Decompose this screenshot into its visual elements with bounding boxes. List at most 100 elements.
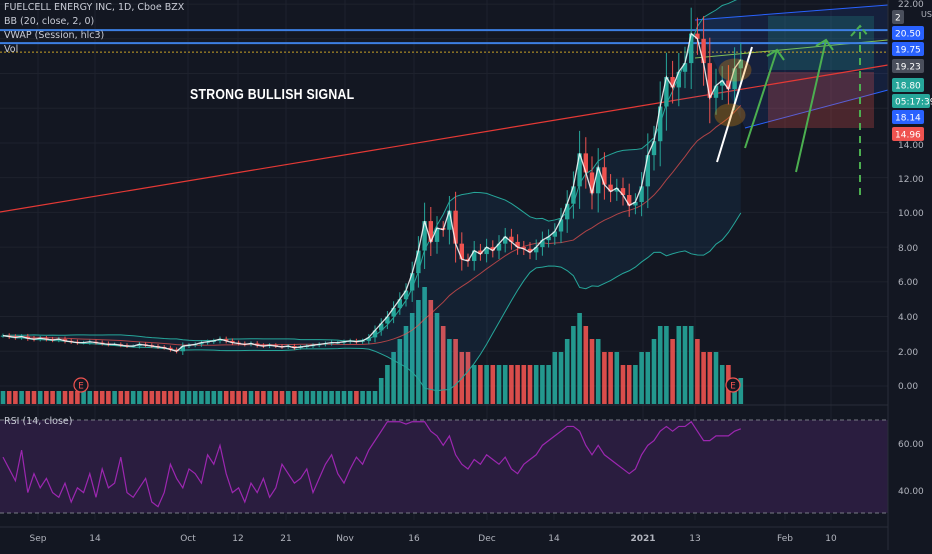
volume-bar	[614, 352, 620, 404]
volume-bar	[372, 391, 378, 404]
green-arrow	[795, 39, 827, 173]
volume-bar	[285, 391, 291, 404]
candle	[472, 250, 477, 262]
pitchfork-upper	[694, 4, 889, 21]
price-tag-label: 18.80	[895, 82, 921, 92]
symbol-title[interactable]: FUELCELL ENERGY INC, 1D, Cboe BZX	[4, 2, 185, 13]
volume-bar	[645, 352, 651, 404]
volume-bar	[174, 391, 179, 404]
volume-bar	[143, 391, 148, 404]
volume-bar	[540, 365, 545, 404]
candle	[434, 228, 440, 242]
volume-bar	[428, 300, 434, 404]
candle	[707, 63, 712, 98]
volume-bar	[366, 391, 372, 404]
volume-bar	[701, 352, 706, 404]
rsi-tick-label: 60.00	[898, 440, 924, 450]
volume-bar	[397, 339, 403, 404]
candle	[689, 33, 694, 64]
volume-bar	[676, 326, 682, 404]
volume-bar	[155, 391, 161, 404]
volume-bar	[205, 391, 210, 404]
bb-upper	[2, 0, 738, 342]
price-axis[interactable]: 22.00 14.00 12.00 10.00 8.00 6.00 4.00 2.00 0.00…	[898, 0, 932, 497]
price-axis-unit: USD	[921, 10, 932, 19]
vwap-indicator-label[interactable]: VWAP (Session, hlc3)	[4, 30, 105, 41]
candle	[385, 316, 390, 324]
bb-indicator-label[interactable]: BB (20, close, 2, 0)	[4, 16, 95, 27]
time-tick-label: 13	[689, 534, 700, 544]
volume-bar	[248, 391, 254, 404]
volume-bar	[62, 391, 68, 404]
volume-bar	[304, 391, 310, 404]
candle	[701, 38, 706, 64]
candle	[639, 186, 644, 202]
candle	[527, 248, 533, 253]
time-tick-label: 10	[825, 534, 837, 544]
volume-indicator-label[interactable]: Vol	[4, 44, 19, 55]
volume-bar	[713, 352, 719, 404]
volume-bar	[56, 391, 62, 404]
time-axis[interactable]: Sep 14 Oct 12 21 Nov 16 Dec 14 2021 13 Feb 10	[0, 526, 888, 544]
price-tag-label: 19.23	[895, 63, 921, 73]
candle	[713, 85, 719, 98]
volume-bar	[453, 339, 458, 404]
volume-bar	[378, 378, 384, 404]
volume-bar	[112, 391, 117, 404]
price-tags: 2 20.50 19.75 19.23 18.80 05:17:39 18.14 14.96	[892, 10, 932, 141]
volume-bar	[68, 391, 74, 404]
price-tag-bg	[892, 78, 924, 92]
candle	[651, 141, 657, 156]
volume-bar	[664, 326, 669, 404]
volume-bar	[118, 391, 124, 404]
price-tag-bg	[892, 110, 924, 124]
volume-bar	[223, 391, 229, 404]
earnings-marker	[73, 377, 89, 393]
volume-bar	[279, 391, 285, 404]
volume-bar	[409, 313, 415, 404]
price-tag-label: 18.14	[895, 114, 921, 124]
candle	[521, 247, 526, 249]
volume-bar	[316, 391, 322, 404]
volume-bar	[341, 391, 347, 404]
candle	[403, 290, 409, 300]
candle	[658, 106, 663, 142]
candle	[62, 339, 68, 341]
volume-bar	[719, 365, 725, 404]
candle	[397, 299, 402, 308]
volume-bar	[81, 391, 86, 404]
bullish-signal-note: STRONG BULLISH SIGNAL	[190, 86, 355, 103]
volume-bar	[478, 365, 483, 404]
volume-bar	[298, 391, 303, 404]
price-tag-bg	[892, 26, 924, 40]
stop-box	[768, 72, 874, 128]
volume-bar	[651, 339, 657, 404]
price-tick-label: 8.00	[898, 244, 918, 254]
candle	[732, 68, 737, 90]
vwap-line	[2, 32, 742, 352]
volume-bar	[515, 365, 520, 404]
volume-bar	[484, 365, 489, 404]
volume-bar	[583, 326, 589, 404]
candle	[571, 186, 576, 204]
candle	[217, 339, 223, 341]
volume-bar	[521, 365, 527, 404]
candle	[459, 243, 464, 260]
volume-bar	[589, 339, 595, 404]
price-tick-label: 4.00	[898, 313, 918, 323]
price-tick-label: 0.00	[898, 382, 918, 392]
candle	[422, 221, 427, 251]
candle	[366, 337, 371, 341]
earnings-marker	[725, 377, 741, 393]
candle	[372, 330, 378, 338]
volume-bar	[267, 391, 272, 404]
candle	[726, 80, 731, 90]
volume-bar	[639, 352, 644, 404]
candle	[379, 323, 384, 331]
candle	[478, 250, 483, 255]
rsi-indicator-label[interactable]: RSI (14, close)	[4, 416, 73, 427]
volume-bar	[496, 365, 502, 404]
